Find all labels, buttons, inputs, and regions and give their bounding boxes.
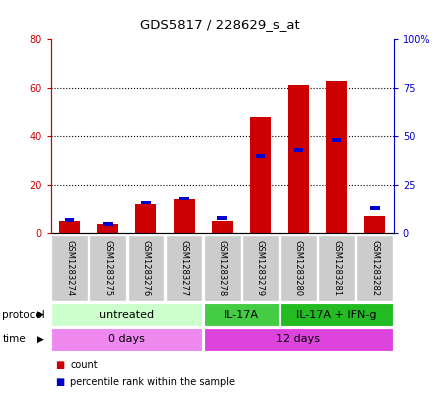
Bar: [51, 303, 202, 326]
Text: GSM1283275: GSM1283275: [103, 240, 112, 296]
Text: time: time: [2, 334, 26, 344]
Bar: [89, 235, 126, 301]
Text: GSM1283277: GSM1283277: [180, 240, 189, 296]
Text: ■: ■: [55, 360, 64, 370]
Bar: [256, 154, 265, 158]
Text: count: count: [70, 360, 98, 370]
Text: untreated: untreated: [99, 310, 154, 320]
Bar: [332, 138, 341, 142]
Bar: [364, 217, 385, 233]
Text: ▶: ▶: [37, 335, 44, 344]
Text: protocol: protocol: [2, 310, 45, 320]
Bar: [288, 85, 309, 233]
Bar: [318, 235, 355, 301]
Text: 0 days: 0 days: [108, 334, 145, 344]
Bar: [242, 235, 279, 301]
Bar: [280, 235, 317, 301]
Bar: [204, 303, 279, 326]
Text: GSM1283274: GSM1283274: [65, 240, 74, 296]
Bar: [97, 224, 118, 233]
Bar: [326, 81, 347, 233]
Bar: [204, 235, 241, 301]
Bar: [136, 204, 157, 233]
Bar: [65, 218, 74, 222]
Bar: [180, 196, 189, 200]
Bar: [51, 235, 88, 301]
Bar: [217, 216, 227, 220]
Text: ■: ■: [55, 377, 64, 387]
Bar: [356, 235, 393, 301]
Bar: [250, 117, 271, 233]
Bar: [128, 235, 164, 301]
Text: 12 days: 12 days: [276, 334, 320, 344]
Bar: [166, 235, 202, 301]
Bar: [280, 303, 393, 326]
Bar: [174, 200, 194, 233]
Text: GSM1283280: GSM1283280: [294, 240, 303, 296]
Text: ▶: ▶: [37, 310, 44, 319]
Bar: [212, 221, 233, 233]
Bar: [294, 148, 303, 152]
Bar: [103, 222, 113, 226]
Bar: [51, 328, 202, 351]
Bar: [59, 221, 80, 233]
Text: GSM1283282: GSM1283282: [370, 240, 379, 296]
Text: GSM1283276: GSM1283276: [141, 240, 150, 296]
Text: IL-17A + IFN-g: IL-17A + IFN-g: [297, 310, 377, 320]
Text: GDS5817 / 228629_s_at: GDS5817 / 228629_s_at: [140, 18, 300, 31]
Bar: [141, 200, 150, 204]
Text: GSM1283279: GSM1283279: [256, 240, 265, 296]
Bar: [370, 206, 379, 210]
Text: percentile rank within the sample: percentile rank within the sample: [70, 377, 235, 387]
Text: GSM1283278: GSM1283278: [218, 240, 227, 296]
Text: GSM1283281: GSM1283281: [332, 240, 341, 296]
Bar: [204, 328, 393, 351]
Text: IL-17A: IL-17A: [224, 310, 259, 320]
